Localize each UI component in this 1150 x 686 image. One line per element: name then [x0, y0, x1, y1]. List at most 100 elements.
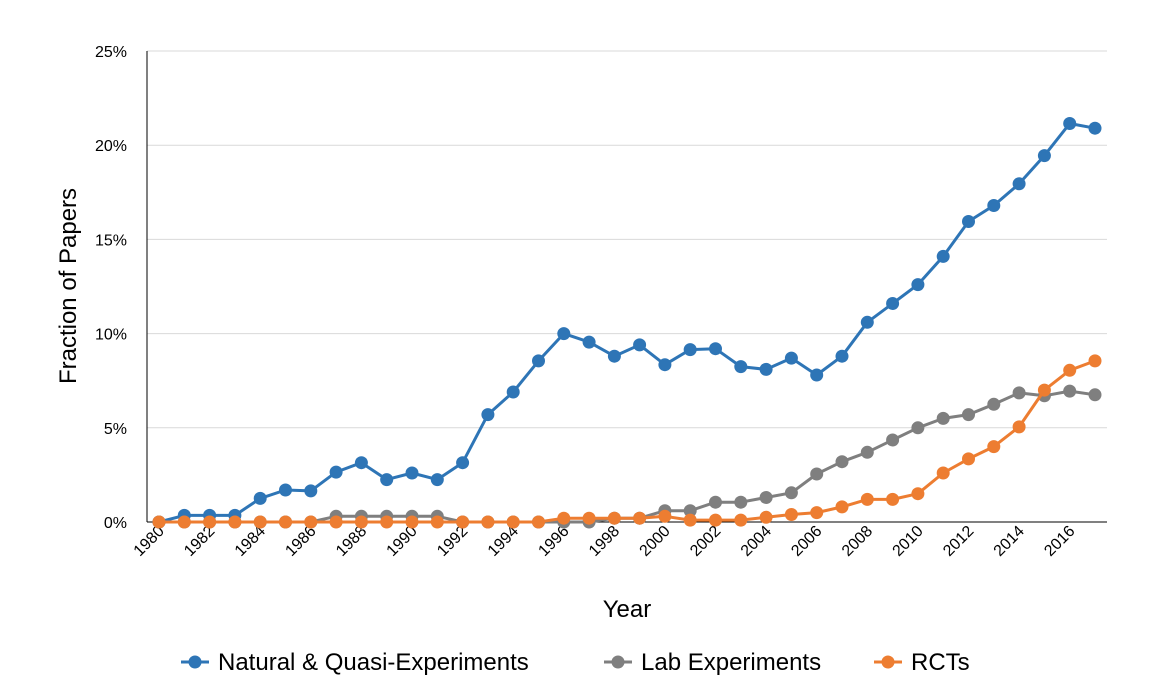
- legend-label: Natural & Quasi-Experiments: [218, 649, 529, 676]
- data-point: [1063, 363, 1077, 377]
- data-point: [936, 466, 950, 480]
- x-tick-label: 2004: [738, 523, 775, 560]
- data-point: [582, 511, 596, 525]
- data-point: [886, 433, 900, 447]
- data-point: [481, 408, 495, 422]
- data-point: [177, 515, 191, 529]
- gridlines: [147, 50, 1107, 429]
- data-point: [709, 495, 722, 509]
- x-tick-label: 1996: [535, 523, 572, 560]
- y-axis-title: Fraction of Papers: [55, 188, 82, 384]
- data-point: [1088, 121, 1102, 135]
- x-tick-label: 1986: [282, 523, 319, 560]
- data-point: [987, 440, 1001, 454]
- data-point: [380, 515, 394, 529]
- series-1: [152, 384, 1102, 529]
- y-tick-label: 20%: [95, 138, 127, 155]
- data-point: [784, 486, 798, 500]
- data-point: [835, 349, 849, 363]
- data-point: [1088, 354, 1102, 368]
- data-point: [886, 492, 900, 506]
- data-point: [456, 515, 470, 529]
- data-point: [405, 515, 419, 529]
- data-point: [734, 513, 748, 527]
- x-tick-label: 1994: [485, 523, 522, 560]
- data-point: [835, 455, 849, 469]
- data-point: [860, 315, 874, 329]
- data-point: [709, 513, 722, 527]
- legend-item: RCTs: [874, 649, 970, 676]
- data-point: [962, 452, 975, 466]
- x-tick-label: 1990: [384, 523, 421, 560]
- data-point: [759, 510, 773, 524]
- data-point: [152, 515, 166, 529]
- data-point: [253, 515, 267, 529]
- data-point: [987, 397, 1001, 411]
- legend-item: Natural & Quasi-Experiments: [181, 649, 529, 676]
- data-point: [633, 338, 647, 352]
- data-point: [1012, 386, 1026, 400]
- x-tick-label: 1992: [434, 523, 471, 560]
- data-point: [557, 511, 571, 525]
- data-point: [1037, 149, 1051, 163]
- x-tick-label: 2002: [687, 523, 724, 560]
- data-point: [936, 411, 950, 425]
- data-point: [1037, 383, 1051, 397]
- x-tick-label: 2012: [940, 523, 977, 560]
- data-point: [734, 495, 748, 509]
- data-point: [582, 335, 596, 349]
- data-point: [354, 456, 368, 470]
- data-point: [683, 504, 697, 518]
- data-point: [380, 473, 394, 487]
- data-point: [1063, 117, 1077, 130]
- data-point: [734, 360, 748, 374]
- legend-item: Lab Experiments: [604, 649, 821, 676]
- x-tick-labels: 1980 1982 1984 1986 1988 1990 1992 1994 1996 1998…: [131, 523, 1079, 560]
- data-point: [759, 362, 773, 376]
- data-point: [860, 492, 874, 506]
- data-point: [962, 408, 975, 422]
- x-tick-label: 2000: [637, 523, 674, 560]
- series-2: [152, 354, 1102, 529]
- legend-label: RCTs: [911, 649, 970, 676]
- series-layer: [152, 117, 1102, 529]
- data-point: [658, 358, 672, 372]
- data-point: [304, 484, 318, 498]
- y-tick-label: 10%: [95, 327, 127, 344]
- data-point: [506, 385, 520, 399]
- legend-marker: [188, 655, 202, 669]
- x-tick-label: 1998: [586, 523, 623, 560]
- x-tick-label: 1988: [333, 523, 370, 560]
- data-point: [886, 297, 900, 310]
- data-point: [532, 515, 545, 529]
- x-tick-label: 1980: [131, 523, 168, 560]
- data-point: [810, 467, 824, 481]
- data-point: [784, 508, 798, 521]
- x-axis-title: Year: [603, 596, 652, 623]
- data-point: [987, 199, 1001, 212]
- data-point: [506, 515, 520, 529]
- data-point: [430, 473, 444, 487]
- x-tick-label: 1984: [232, 523, 269, 560]
- x-tick-label: 2014: [991, 523, 1028, 560]
- y-tick-label: 0%: [104, 515, 127, 532]
- data-point: [329, 515, 343, 529]
- data-point: [279, 515, 292, 529]
- series-line: [158, 122, 1096, 524]
- data-point: [304, 515, 318, 529]
- x-tick-label: 2010: [890, 523, 927, 560]
- data-point: [1063, 384, 1077, 398]
- data-point: [911, 278, 925, 292]
- data-point: [279, 483, 292, 497]
- legend-marker: [881, 655, 895, 669]
- series-line: [159, 359, 1096, 524]
- x-tick-label: 2008: [839, 523, 876, 560]
- data-point: [430, 515, 444, 529]
- data-point: [203, 515, 217, 529]
- data-point: [936, 249, 950, 263]
- data-point: [532, 354, 545, 368]
- data-point: [860, 445, 874, 459]
- x-tick-label: 2016: [1041, 523, 1078, 560]
- data-point: [810, 506, 824, 520]
- data-point: [557, 327, 571, 341]
